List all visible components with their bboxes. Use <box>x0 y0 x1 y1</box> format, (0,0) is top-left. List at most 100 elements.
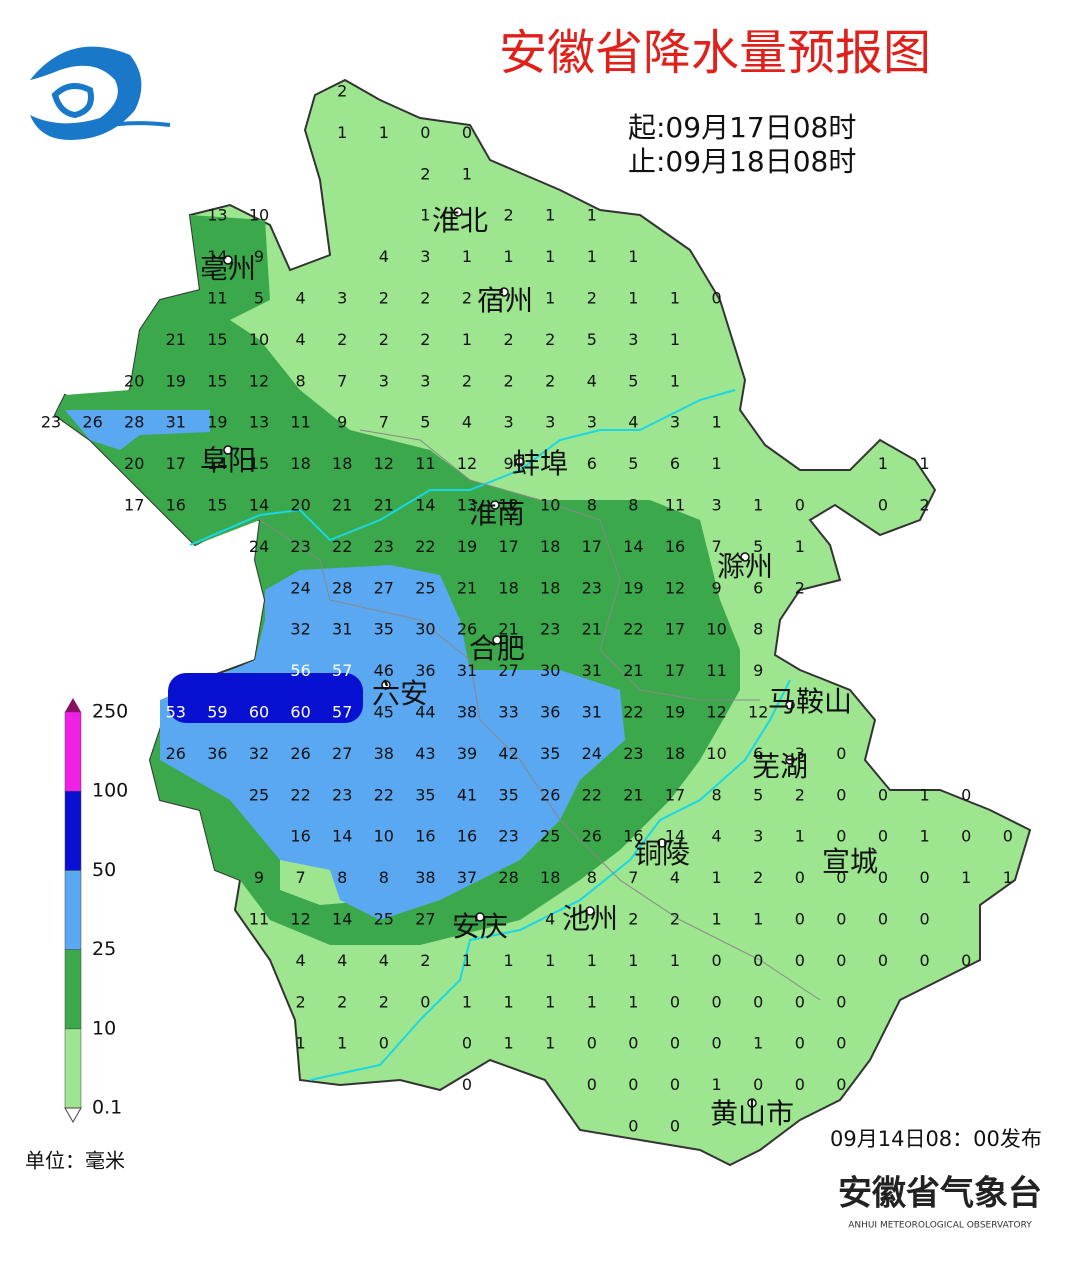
grid-value: 0 <box>920 951 930 970</box>
grid-value: 8 <box>587 868 597 887</box>
grid-value: 30 <box>540 661 560 680</box>
grid-value: 15 <box>207 330 227 349</box>
grid-value: 0 <box>961 785 971 804</box>
grid-value: 1 <box>920 827 930 846</box>
grid-value: 25 <box>415 578 435 597</box>
grid-value: 1 <box>920 454 930 473</box>
grid-value: 2 <box>504 330 514 349</box>
grid-value: 0 <box>878 951 888 970</box>
grid-value: 10 <box>706 744 726 763</box>
grid-value: 6 <box>753 578 763 597</box>
grid-value: 25 <box>374 910 394 929</box>
city-name: 安庆 <box>452 910 508 943</box>
grid-value: 35 <box>415 785 435 804</box>
grid-value: 23 <box>582 578 602 597</box>
grid-value: 0 <box>753 992 763 1011</box>
city-dot <box>490 500 500 510</box>
grid-value: 31 <box>457 661 477 680</box>
grid-value: 1 <box>628 992 638 1011</box>
grid-value: 1 <box>504 247 514 266</box>
grid-value: 0 <box>836 992 846 1011</box>
grid-value: 60 <box>249 703 269 722</box>
grid-value: 31 <box>166 413 186 432</box>
grid-value: 0 <box>753 951 763 970</box>
grid-value: 4 <box>462 413 472 432</box>
legend-swatch <box>64 711 82 792</box>
city-dot <box>223 445 233 455</box>
grid-value: 26 <box>166 744 186 763</box>
city-name: 铜陵 <box>634 837 690 870</box>
grid-value: 0 <box>670 1034 680 1053</box>
grid-value: 19 <box>207 413 227 432</box>
grid-value: 1 <box>462 330 472 349</box>
city-name: 蚌埠 <box>512 447 568 480</box>
grid-value: 42 <box>498 744 518 763</box>
grid-value: 2 <box>420 330 430 349</box>
grid-value: 44 <box>415 703 435 722</box>
grid-value: 30 <box>415 620 435 639</box>
grid-value: 21 <box>582 620 602 639</box>
grid-value: 35 <box>540 744 560 763</box>
city-dot <box>740 552 750 562</box>
grid-value: 28 <box>124 413 144 432</box>
city-dot <box>747 1098 757 1108</box>
legend-swatch <box>64 949 82 1030</box>
grid-value: 11 <box>290 413 310 432</box>
grid-value: 0 <box>628 1034 638 1053</box>
grid-value: 33 <box>498 703 518 722</box>
grid-value: 32 <box>249 744 269 763</box>
grid-value: 13 <box>457 496 477 515</box>
grid-value: 10 <box>540 496 560 515</box>
grid-value: 3 <box>420 371 430 390</box>
grid-value: 1 <box>545 289 555 308</box>
grid-value: 0 <box>712 289 722 308</box>
grid-value: 4 <box>379 951 389 970</box>
grid-value: 22 <box>623 703 643 722</box>
legend-swatch <box>64 790 82 871</box>
grid-value: 0 <box>878 496 888 515</box>
grid-value: 27 <box>415 910 435 929</box>
grid-value: 23 <box>41 413 61 432</box>
grid-value: 2 <box>587 289 597 308</box>
grid-value: 2 <box>795 785 805 804</box>
grid-value: 21 <box>623 661 643 680</box>
city-name: 宿州 <box>477 284 533 317</box>
end-time: 止:09月18日08时 <box>628 145 856 178</box>
city-name: 亳州 <box>200 252 256 285</box>
grid-value: 0 <box>753 1075 763 1094</box>
boundary <box>359 429 760 701</box>
grid-value: 1 <box>337 123 347 142</box>
grid-value: 3 <box>628 330 638 349</box>
grid-values: 21 1 0 02 113 10 1 2 1 114 9 4 3 1 1 1 1 111 5 4 3 2 2 2 1 2 1 1 021… <box>41 82 1013 1136</box>
grid-value: 4 <box>628 413 638 432</box>
grid-value: 0 <box>670 1117 680 1136</box>
grid-value: 7 <box>337 371 347 390</box>
grid-value: 7 <box>296 868 306 887</box>
grid-value: 3 <box>504 413 514 432</box>
grid-value: 20 <box>124 371 144 390</box>
grid-value: 0 <box>878 868 888 887</box>
grid-value: 5 <box>628 454 638 473</box>
grid-value: 7 <box>712 537 722 556</box>
grid-value: 31 <box>582 703 602 722</box>
grid-value: 16 <box>290 827 310 846</box>
grid-value: 21 <box>623 785 643 804</box>
title: 安徽省降水量预报图 <box>499 25 931 81</box>
grid-value: 57 <box>332 661 352 680</box>
grid-value: 1 <box>920 785 930 804</box>
city-dot <box>515 457 525 467</box>
grid-value: 1 <box>712 413 722 432</box>
grid-value: 36 <box>415 661 435 680</box>
city-dot <box>453 207 463 217</box>
grid-value: 2 <box>420 289 430 308</box>
grid-value: 17 <box>498 537 518 556</box>
grid-value: 3 <box>753 827 763 846</box>
grid-value: 5 <box>753 785 763 804</box>
grid-value: 46 <box>374 661 394 680</box>
grid-value: 59 <box>207 703 227 722</box>
grid-value: 1 <box>670 371 680 390</box>
grid-value: 1 <box>1003 868 1013 887</box>
grid-value: 5 <box>628 371 638 390</box>
grid-value: 22 <box>332 537 352 556</box>
